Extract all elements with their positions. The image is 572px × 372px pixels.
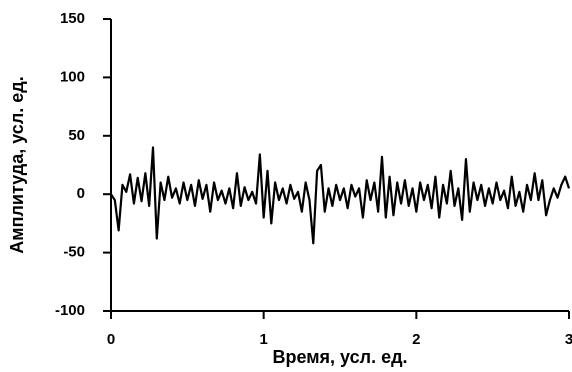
x-tick-label: 3 <box>565 331 572 348</box>
y-tick-label: 100 <box>60 68 85 85</box>
y-tick-label: -50 <box>63 244 85 261</box>
x-tick-label: 0 <box>107 331 115 348</box>
x-axis-title: Время, усл. ед. <box>272 347 407 367</box>
signal-line <box>110 146 571 245</box>
y-tick-label: 0 <box>77 185 85 202</box>
x-tick-label: 2 <box>412 331 420 348</box>
y-tick-label: 50 <box>68 127 85 144</box>
y-tick-label: 150 <box>60 10 85 27</box>
y-axis-title: Амплитуда, усл. ед. <box>7 76 27 253</box>
x-tick-label: 1 <box>259 331 267 348</box>
y-tick-label: -100 <box>55 302 85 319</box>
